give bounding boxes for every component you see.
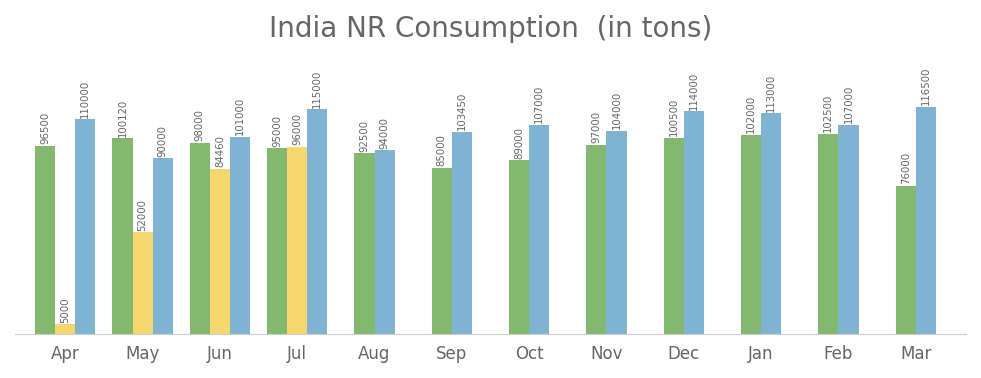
Bar — [153, 158, 173, 334]
Bar — [432, 168, 452, 334]
Text: 100500: 100500 — [669, 98, 679, 136]
Bar — [267, 149, 287, 334]
Bar — [741, 135, 761, 334]
Text: 92500: 92500 — [359, 120, 370, 152]
Bar — [684, 112, 704, 334]
Bar — [375, 150, 394, 334]
Text: 102000: 102000 — [747, 95, 756, 133]
Bar — [55, 324, 76, 334]
Bar — [210, 169, 230, 334]
Text: 102500: 102500 — [823, 94, 834, 132]
Text: 104000: 104000 — [611, 91, 622, 129]
Bar — [35, 146, 55, 334]
Text: 98000: 98000 — [195, 109, 205, 141]
Text: 85000: 85000 — [437, 135, 446, 166]
Bar — [761, 113, 781, 334]
Bar — [132, 232, 153, 334]
Text: 5000: 5000 — [60, 297, 71, 322]
Bar — [606, 131, 627, 334]
Text: 95000: 95000 — [272, 115, 283, 147]
Bar — [664, 138, 684, 334]
Text: 110000: 110000 — [80, 79, 90, 118]
Text: 89000: 89000 — [514, 127, 524, 159]
Bar — [839, 125, 858, 334]
Text: 90000: 90000 — [158, 125, 168, 156]
Bar — [587, 144, 606, 334]
Text: 107000: 107000 — [535, 85, 544, 124]
Bar — [529, 125, 549, 334]
Text: 116500: 116500 — [921, 67, 931, 105]
Bar — [189, 143, 210, 334]
Bar — [354, 153, 375, 334]
Text: 96500: 96500 — [40, 112, 50, 144]
Text: 76000: 76000 — [901, 152, 910, 184]
Text: 107000: 107000 — [844, 85, 853, 124]
Bar — [113, 138, 132, 334]
Bar — [509, 160, 529, 334]
Text: 115000: 115000 — [312, 70, 323, 108]
Text: 113000: 113000 — [766, 74, 776, 112]
Bar — [452, 132, 472, 334]
Bar — [76, 119, 95, 334]
Title: India NR Consumption  (in tons): India NR Consumption (in tons) — [269, 15, 712, 43]
Text: 52000: 52000 — [137, 199, 147, 231]
Bar — [896, 186, 915, 334]
Bar — [307, 110, 328, 334]
Text: 96000: 96000 — [292, 113, 302, 145]
Text: 101000: 101000 — [235, 97, 245, 135]
Text: 100120: 100120 — [118, 99, 128, 137]
Bar — [818, 134, 839, 334]
Bar — [915, 107, 936, 334]
Text: 97000: 97000 — [592, 111, 601, 143]
Text: 84460: 84460 — [215, 135, 225, 167]
Text: 114000: 114000 — [689, 71, 698, 110]
Text: 94000: 94000 — [380, 117, 389, 149]
Text: 103450: 103450 — [457, 92, 467, 130]
Bar — [230, 137, 250, 334]
Bar — [287, 147, 307, 334]
